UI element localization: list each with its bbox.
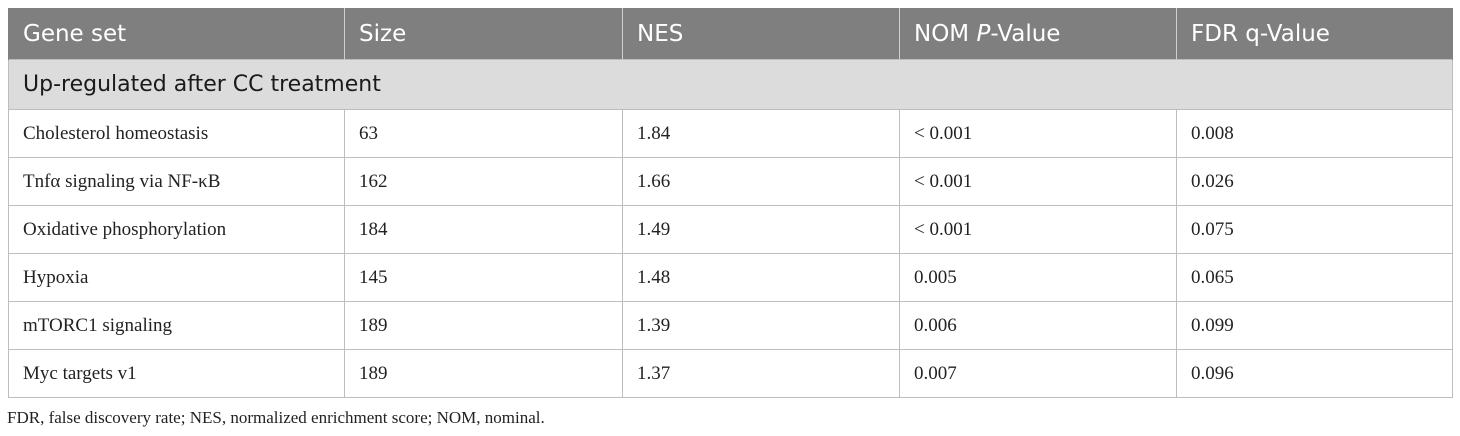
cell-nes: 1.37	[622, 349, 900, 398]
table-row: Cholesterol homeostasis 63 1.84 < 0.001 …	[8, 109, 1453, 158]
cell-gene-set: Cholesterol homeostasis	[8, 109, 345, 158]
table-body: Up-regulated after CC treatment Choleste…	[8, 59, 1453, 398]
table-row: mTORC1 signaling 189 1.39 0.006 0.099	[8, 301, 1453, 350]
cell-gene-set: Tnfα signaling via NF-κB	[8, 157, 345, 206]
gsea-table-container: Gene set Size NES NOM P-Value FDR q-Valu…	[8, 8, 1453, 398]
cell-nom-p: < 0.001	[899, 157, 1177, 206]
cell-nes: 1.84	[622, 109, 900, 158]
header-gene-set: Gene set	[8, 8, 345, 60]
header-fdr-q-value: FDR q-Value	[1176, 8, 1453, 60]
header-nom-italic-p: P	[976, 20, 991, 47]
header-nom-suffix: -Value	[990, 20, 1061, 47]
header-size: Size	[344, 8, 623, 60]
cell-fdr-q: 0.075	[1176, 205, 1453, 254]
table-row: Tnfα signaling via NF-κB 162 1.66 < 0.00…	[8, 157, 1453, 206]
cell-nom-p: < 0.001	[899, 109, 1177, 158]
header-row: Gene set Size NES NOM P-Value FDR q-Valu…	[8, 8, 1453, 60]
cell-fdr-q: 0.065	[1176, 253, 1453, 302]
header-nom-p-value: NOM P-Value	[899, 8, 1177, 60]
cell-nom-p: 0.006	[899, 301, 1177, 350]
cell-size: 145	[344, 253, 623, 302]
cell-fdr-q: 0.026	[1176, 157, 1453, 206]
header-nom-prefix: NOM	[914, 20, 977, 47]
cell-gene-set: mTORC1 signaling	[8, 301, 345, 350]
cell-gene-set: Myc targets v1	[8, 349, 345, 398]
table-row: Oxidative phosphorylation 184 1.49 < 0.0…	[8, 205, 1453, 254]
table-row: Myc targets v1 189 1.37 0.007 0.096	[8, 349, 1453, 398]
cell-nom-p: 0.005	[899, 253, 1177, 302]
cell-gene-set: Oxidative phosphorylation	[8, 205, 345, 254]
cell-fdr-q: 0.008	[1176, 109, 1453, 158]
section-label: Up-regulated after CC treatment	[8, 59, 1453, 110]
cell-size: 63	[344, 109, 623, 158]
cell-size: 162	[344, 157, 623, 206]
cell-size: 189	[344, 301, 623, 350]
cell-nes: 1.49	[622, 205, 900, 254]
cell-nom-p: < 0.001	[899, 205, 1177, 254]
cell-size: 189	[344, 349, 623, 398]
table-header: Gene set Size NES NOM P-Value FDR q-Valu…	[8, 8, 1453, 60]
cell-nes: 1.48	[622, 253, 900, 302]
header-nes: NES	[622, 8, 900, 60]
cell-fdr-q: 0.096	[1176, 349, 1453, 398]
cell-nom-p: 0.007	[899, 349, 1177, 398]
section-row: Up-regulated after CC treatment	[8, 59, 1453, 110]
table-row: Hypoxia 145 1.48 0.005 0.065	[8, 253, 1453, 302]
table-footnote: FDR, false discovery rate; NES, normaliz…	[7, 408, 545, 427]
cell-nes: 1.66	[622, 157, 900, 206]
cell-nes: 1.39	[622, 301, 900, 350]
cell-gene-set: Hypoxia	[8, 253, 345, 302]
gsea-results-table: Gene set Size NES NOM P-Value FDR q-Valu…	[8, 8, 1453, 398]
cell-size: 184	[344, 205, 623, 254]
cell-fdr-q: 0.099	[1176, 301, 1453, 350]
